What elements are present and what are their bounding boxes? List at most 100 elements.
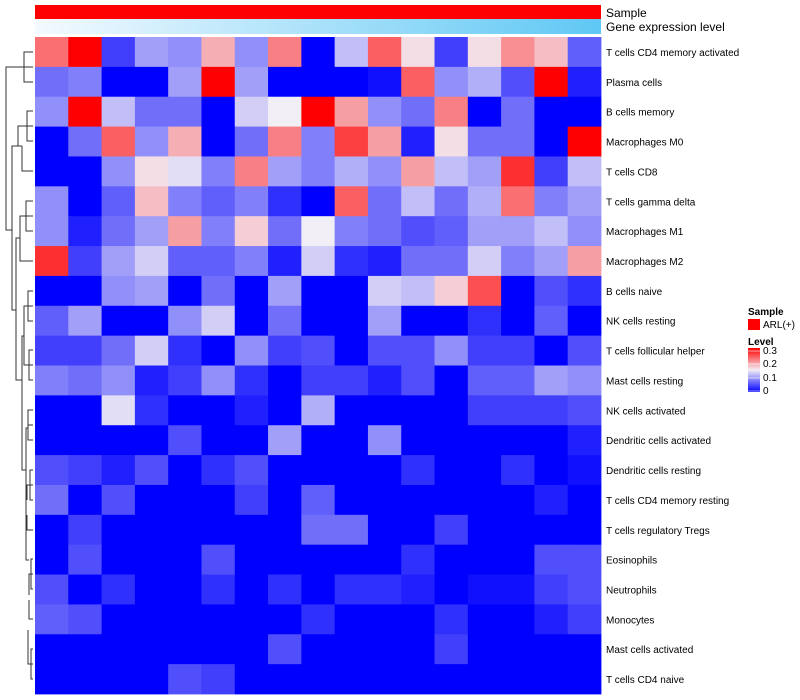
heatmap-cell: [35, 186, 69, 217]
heatmap-cell: [334, 634, 369, 665]
heatmap-cell: [168, 216, 202, 247]
heatmap-cell: [134, 664, 169, 695]
heatmap-cell: [467, 126, 502, 157]
heatmap-cell: [467, 455, 502, 486]
heatmap-cell: [168, 365, 202, 396]
heatmap-cell: [268, 455, 302, 486]
heatmap-cell: [434, 96, 469, 127]
heatmap-cell: [467, 335, 502, 366]
heatmap-cell: [234, 664, 269, 695]
heatmap-cell: [301, 66, 336, 98]
heatmap-cell: [367, 664, 402, 695]
heatmap-cell: [301, 634, 336, 665]
heatmap-cell: [35, 604, 69, 635]
heatmap-cell: [134, 246, 169, 277]
heatmap-cell: [467, 484, 502, 516]
heatmap-cell: [434, 186, 469, 217]
heatmap-cell: [501, 664, 535, 695]
heatmap-cell: [567, 425, 602, 456]
heatmap-cell: [534, 66, 569, 98]
row-label: Monocytes: [606, 615, 654, 626]
heatmap-cell: [134, 96, 169, 127]
legend-level-tick-label: 0.2: [763, 359, 777, 370]
row-dendrogram: [5, 51, 33, 680]
heatmap-cell: [567, 544, 602, 575]
heatmap-cell: [35, 246, 69, 277]
heatmap-cell: [401, 37, 435, 68]
heatmap-cell: [268, 66, 302, 98]
heatmap-cell: [234, 365, 269, 396]
row-label: T cells gamma delta: [606, 197, 696, 208]
heatmap-cell: [35, 126, 69, 157]
heatmap-cell: [101, 305, 136, 337]
heatmap-cell: [401, 156, 435, 187]
heatmap-cell: [234, 126, 269, 157]
heatmap-cell: [534, 455, 569, 486]
heatmap-cell: [467, 66, 502, 98]
heatmap-cell: [134, 126, 169, 157]
heatmap-cell: [268, 126, 302, 157]
heatmap-cell: [334, 425, 369, 456]
heatmap-cell: [68, 455, 102, 486]
dendrogram-branch: [26, 469, 33, 531]
heatmap-cell: [401, 365, 435, 396]
heatmap-cell: [301, 455, 336, 486]
heatmap-cell: [234, 574, 269, 605]
heatmap-cell: [201, 574, 236, 605]
heatmap-cell: [467, 634, 502, 665]
heatmap-cell: [567, 514, 602, 546]
heatmap-cell: [301, 96, 336, 127]
heatmap-cell: [467, 425, 502, 456]
heatmap-cell: [268, 484, 302, 516]
heatmap-cell: [201, 365, 236, 396]
heatmap-cell: [501, 305, 535, 337]
row-label: Mast cells activated: [606, 645, 693, 656]
heatmap-cell: [534, 664, 569, 695]
heatmap-cell: [467, 544, 502, 575]
row-label: B cells naive: [606, 287, 663, 298]
heatmap-cell: [168, 574, 202, 605]
dendrogram-branch: [28, 558, 33, 620]
heatmap-cell: [567, 484, 602, 516]
heatmap-cell: [168, 37, 202, 68]
heatmap-cell: [201, 156, 236, 187]
legend-sample-label: ARL(+): [763, 320, 795, 331]
row-labels: T cells CD4 memory activated Plasma cells…: [606, 48, 739, 686]
heatmap-cell: [501, 96, 535, 127]
heatmap-cell: [134, 574, 169, 605]
heatmap-cell: [68, 395, 102, 426]
heatmap-cell: [234, 544, 269, 575]
row-label: T cells CD8: [606, 167, 658, 178]
heatmap-cell: [301, 126, 336, 157]
heatmap-cell: [101, 126, 136, 157]
heatmap-cell: [534, 604, 569, 635]
heatmap-cell: [268, 335, 302, 366]
heatmap-cell: [434, 634, 469, 665]
heatmap-cell: [401, 484, 435, 516]
row-label: Macrophages M2: [606, 257, 684, 268]
heatmap-cell: [367, 455, 402, 486]
heatmap-cell: [201, 664, 236, 695]
heatmap-cell: [101, 66, 136, 98]
heatmap-cell: [301, 37, 336, 68]
heatmap-cell: [467, 604, 502, 635]
heatmap-cell: [268, 156, 302, 187]
heatmap-cell: [434, 216, 469, 247]
heatmap-cell: [534, 395, 569, 426]
heatmap-cell: [101, 574, 136, 605]
dendrogram-branch: [27, 290, 33, 322]
heatmap-cell: [101, 186, 136, 217]
heatmap-cell: [68, 514, 102, 546]
heatmap-cell: [101, 335, 136, 366]
heatmap-cell: [234, 604, 269, 635]
heatmap-cell: [301, 544, 336, 575]
heatmap-cell: [467, 246, 502, 277]
heatmap-cell: [201, 275, 236, 307]
dendrogram-branch: [28, 349, 33, 381]
heatmap-cell: [68, 66, 102, 98]
dendrogram-branch: [11, 145, 18, 311]
heatmap-cell: [567, 126, 602, 157]
heatmap-cell: [334, 156, 369, 187]
heatmap-cell: [334, 37, 369, 68]
